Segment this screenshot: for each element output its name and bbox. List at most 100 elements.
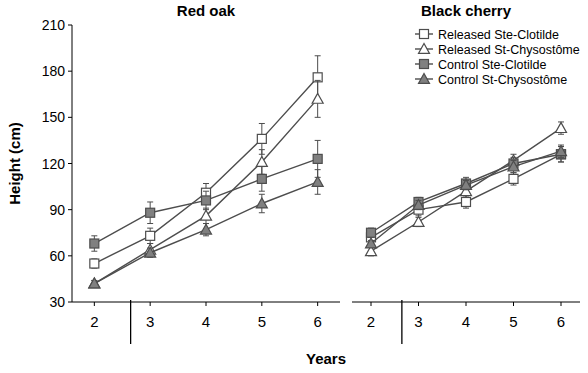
error-cap	[203, 209, 209, 210]
marker	[313, 154, 322, 163]
error-cap	[511, 157, 517, 158]
x-tick	[261, 302, 262, 306]
error-cap	[147, 223, 153, 224]
marker	[257, 174, 266, 183]
x-tick	[94, 302, 95, 306]
marker	[413, 200, 424, 210]
error-cap	[558, 134, 564, 135]
error-cap	[259, 149, 265, 150]
error-cap	[91, 251, 97, 252]
marker	[89, 278, 100, 288]
series-line	[94, 99, 317, 284]
error-cap	[463, 177, 469, 178]
marker	[257, 134, 266, 143]
x-tick-label: 2	[367, 313, 375, 330]
x-tick	[150, 302, 151, 306]
x-tick-label: 4	[202, 313, 210, 330]
plot-area	[366, 122, 567, 256]
y-tick	[68, 209, 72, 210]
marker	[312, 93, 323, 103]
x-tick-label: 5	[258, 313, 266, 330]
legend-marker	[420, 60, 429, 69]
error-cap	[315, 140, 321, 141]
error-cap	[91, 235, 97, 236]
legend-marker	[419, 44, 430, 54]
marker	[508, 161, 519, 171]
y-tick	[68, 25, 72, 26]
x-tick	[206, 302, 207, 306]
marker	[146, 208, 155, 217]
x-tick	[466, 302, 467, 306]
legend-label: Released Ste-Clotilde	[438, 28, 559, 42]
legend-label: Control St-Chysostôme	[438, 73, 567, 87]
legend-marker	[419, 74, 430, 84]
y-tick-label: 150	[42, 109, 66, 125]
marker	[201, 224, 212, 234]
x-tick	[371, 302, 372, 306]
x-tick	[513, 302, 514, 306]
series-line	[94, 77, 317, 263]
error-cap	[463, 208, 469, 209]
marker	[367, 228, 376, 237]
marker	[90, 259, 99, 268]
legend-label: Control Ste-Clotilde	[438, 58, 546, 72]
error-cap	[259, 194, 265, 195]
y-tick-label: 90	[49, 202, 65, 218]
y-tick-label: 210	[42, 17, 66, 33]
error-cap	[147, 228, 153, 229]
error-cap	[259, 212, 265, 213]
y-tick-label: 30	[49, 294, 65, 310]
error-cap	[315, 55, 321, 56]
release-line	[401, 300, 402, 344]
error-cap	[511, 172, 517, 173]
error-cap	[203, 183, 209, 184]
series-line	[371, 151, 561, 243]
x-tick-label: 3	[146, 313, 154, 330]
error-cap	[558, 157, 564, 158]
marker	[313, 73, 322, 82]
legend-marker	[420, 30, 429, 39]
error-cap	[511, 185, 517, 186]
marker	[90, 239, 99, 248]
release-line	[130, 300, 131, 344]
error-cap	[511, 172, 517, 173]
error-cap	[259, 191, 265, 192]
legend-label: Released St-Chysostôme	[438, 43, 580, 57]
error-cap	[558, 161, 564, 162]
marker	[145, 247, 156, 257]
x-tick-label: 2	[90, 313, 98, 330]
marker	[256, 156, 267, 166]
marker	[146, 231, 155, 240]
error-cap	[463, 197, 469, 198]
marker	[556, 123, 567, 133]
y-tick	[68, 71, 72, 72]
error-cap	[315, 80, 321, 81]
series-line	[94, 159, 317, 244]
title: Red oak	[177, 2, 236, 19]
plot-area	[89, 56, 323, 288]
x-tick	[561, 302, 562, 306]
marker	[556, 146, 567, 156]
x-tick	[317, 302, 318, 306]
marker	[509, 174, 518, 183]
error-cap	[315, 169, 321, 170]
marker	[201, 210, 212, 220]
x-tick-label: 5	[509, 313, 517, 330]
series-line	[94, 182, 317, 284]
error-cap	[315, 194, 321, 195]
legend: Released Ste-ClotildeReleased St-Chysost…	[415, 28, 580, 87]
y-tick-label: 60	[49, 248, 65, 264]
y-tick-label: 180	[42, 63, 66, 79]
error-cap	[315, 117, 321, 118]
marker	[461, 180, 472, 190]
error-cap	[203, 191, 209, 192]
y-tick	[68, 302, 72, 303]
marker	[462, 197, 471, 206]
y-axis-label: Height (cm)	[6, 122, 23, 205]
marker	[202, 196, 211, 205]
series-line	[371, 154, 561, 237]
x-tick-label: 3	[414, 313, 422, 330]
x-tick-label: 4	[462, 313, 470, 330]
y-tick	[68, 255, 72, 256]
x-tick-label: 6	[313, 313, 321, 330]
